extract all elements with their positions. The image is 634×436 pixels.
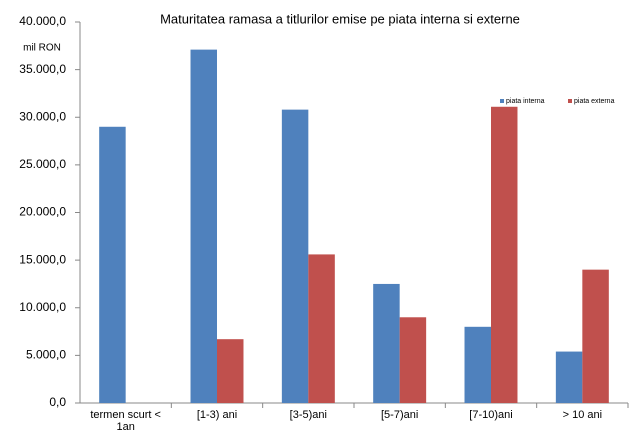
bar — [491, 106, 518, 404]
y-tick-label: 30.000,0 — [19, 109, 66, 123]
bar — [308, 254, 335, 403]
unit-label: mil RON — [23, 43, 61, 54]
chart-title: Maturitatea ramasa a titlurilor emise pe… — [160, 11, 520, 26]
legend-swatch — [568, 99, 572, 103]
y-tick-label: 40.000,0 — [19, 14, 66, 28]
legend-label: piata interna — [506, 98, 545, 105]
y-tick-label: 5.000,0 — [26, 348, 66, 362]
x-tick-label: [7-10)ani — [469, 409, 513, 421]
bar — [281, 109, 309, 403]
legend-label: piata externa — [574, 98, 615, 105]
y-tick-label: 35.000,0 — [19, 62, 66, 76]
y-tick-label: 20.000,0 — [19, 205, 66, 219]
legend-swatch — [500, 99, 504, 103]
y-tick-label: 15.000,0 — [19, 252, 66, 266]
bar — [555, 351, 583, 403]
x-tick-label: termen scurt < 1an — [90, 409, 161, 433]
x-tick-label: [1-3) ani — [196, 409, 238, 421]
bar — [399, 317, 427, 403]
y-tick-label: 25.000,0 — [19, 157, 66, 171]
x-tick-label: [5-7)ani — [381, 409, 419, 421]
bar — [190, 49, 217, 404]
x-tick-label: [3-5)ani — [289, 409, 327, 421]
bar — [217, 339, 244, 403]
y-tick-label: 10.000,0 — [19, 300, 66, 314]
x-tick-label: > 10 ani — [562, 409, 603, 421]
bar — [99, 126, 126, 404]
bar — [582, 269, 609, 403]
bar — [464, 326, 491, 403]
bar — [373, 283, 400, 403]
y-tick-label: 0,0 — [49, 395, 66, 409]
